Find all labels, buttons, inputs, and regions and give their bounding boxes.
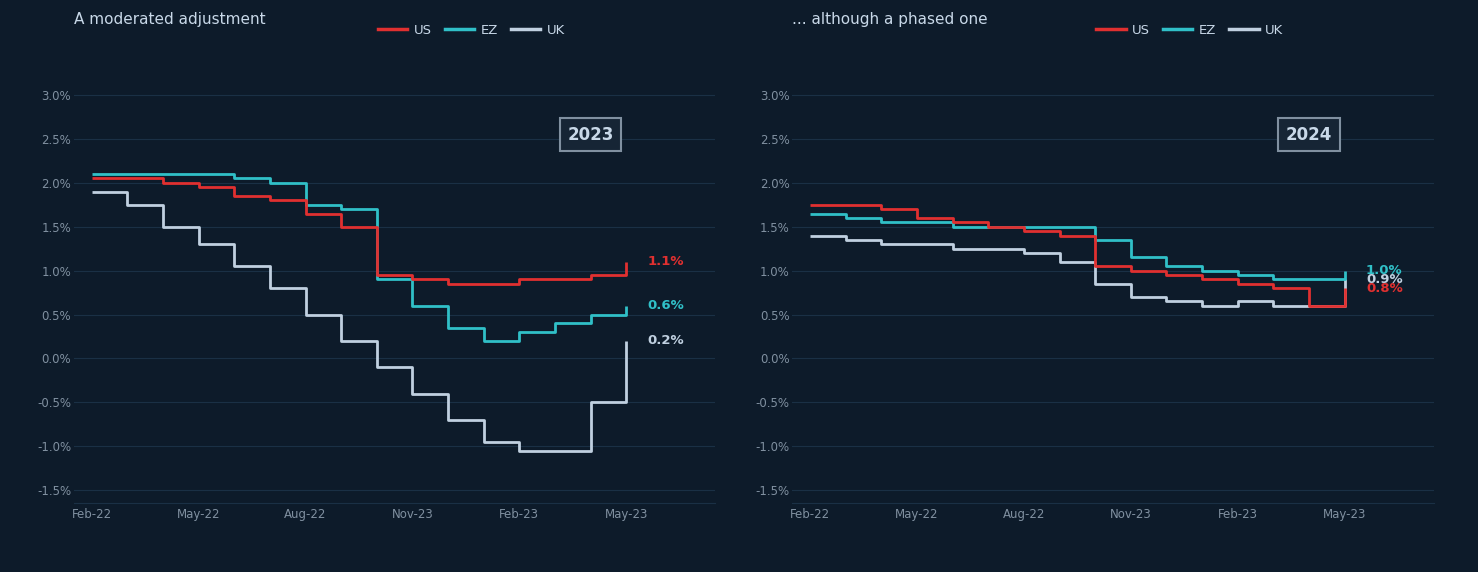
Text: 2024: 2024 [1286, 125, 1332, 144]
Text: 2023: 2023 [568, 125, 613, 144]
Text: 0.9%: 0.9% [1366, 273, 1403, 286]
Text: 1.1%: 1.1% [647, 255, 684, 268]
Text: A moderated adjustment: A moderated adjustment [74, 12, 266, 27]
Text: ... although a phased one: ... although a phased one [792, 12, 987, 27]
Legend: US, EZ, UK: US, EZ, UK [372, 19, 571, 42]
Text: 0.6%: 0.6% [647, 299, 684, 312]
Text: 0.2%: 0.2% [647, 335, 684, 347]
Text: 0.8%: 0.8% [1366, 281, 1403, 295]
Legend: US, EZ, UK: US, EZ, UK [1091, 19, 1289, 42]
Text: 1.0%: 1.0% [1366, 264, 1403, 277]
